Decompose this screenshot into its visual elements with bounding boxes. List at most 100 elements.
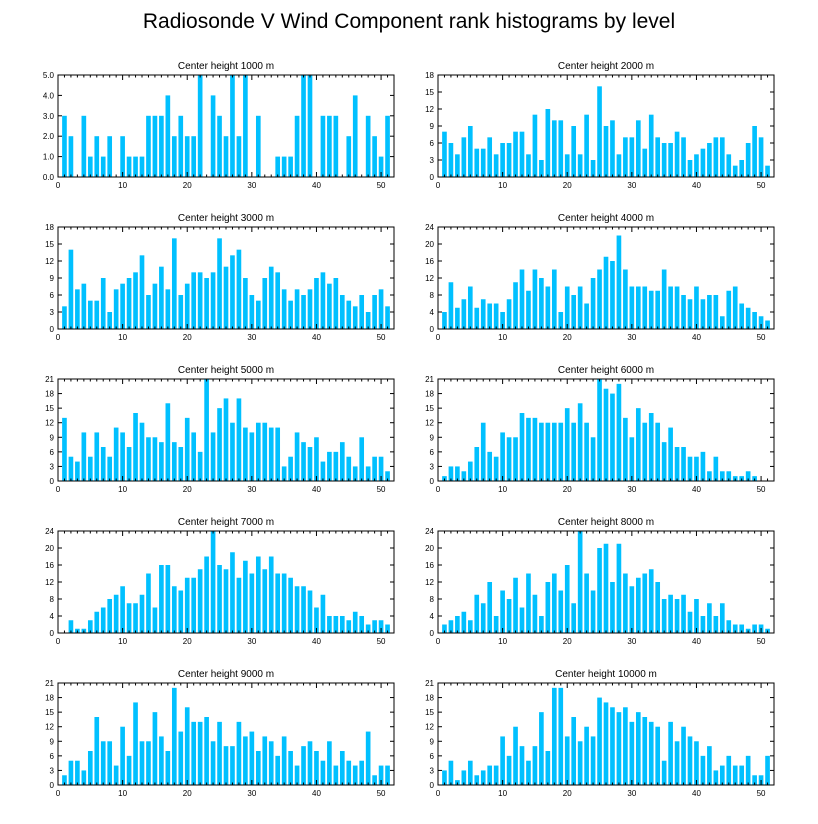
histogram-bar — [68, 620, 74, 633]
histogram-bar — [506, 299, 512, 329]
histogram-bar — [551, 269, 557, 329]
histogram-bar — [519, 413, 525, 481]
histogram-bar — [262, 569, 268, 633]
histogram-bar — [713, 456, 719, 481]
histogram-bar — [616, 712, 622, 785]
histogram-bar — [661, 442, 667, 481]
histogram-bar — [359, 616, 365, 633]
y-tick-label: 12 — [425, 723, 434, 732]
histogram-bar — [113, 765, 119, 785]
histogram-bar — [301, 295, 306, 329]
panel-title: Center height 5000 m — [178, 365, 274, 376]
x-tick-label: 40 — [692, 485, 701, 494]
histogram-bar — [230, 422, 235, 481]
histogram-bar — [87, 456, 93, 481]
histogram-bar — [288, 156, 293, 177]
histogram-bar — [655, 726, 661, 785]
histogram-bar — [171, 442, 177, 481]
histogram-bar — [113, 289, 119, 329]
histogram-bar — [687, 160, 693, 177]
histogram-bar — [661, 599, 667, 633]
histogram-bar — [94, 611, 100, 633]
histogram-bar — [314, 751, 319, 785]
histogram-bar — [500, 143, 505, 177]
histogram-bar — [139, 255, 145, 329]
panel-title: Center height 2000 m — [558, 61, 654, 72]
histogram-bar — [629, 437, 635, 481]
histogram-bar — [765, 755, 770, 785]
histogram-bar — [159, 442, 164, 481]
histogram-bar — [223, 266, 229, 329]
histogram-bar — [197, 451, 203, 481]
histogram-bar — [385, 115, 390, 177]
histogram-bar — [694, 599, 699, 633]
y-tick-label: 3 — [430, 462, 435, 471]
histogram-bar — [197, 75, 203, 177]
x-tick-label: 20 — [563, 181, 572, 190]
histogram-bar — [255, 300, 261, 329]
histogram-bar — [126, 156, 132, 177]
x-tick-label: 50 — [377, 333, 386, 342]
histogram-bar — [474, 447, 480, 481]
histogram-bar — [365, 466, 371, 481]
histogram-bar — [616, 235, 622, 329]
histogram-bar — [642, 717, 648, 785]
x-tick-label: 50 — [377, 181, 386, 190]
histogram-bar — [120, 283, 125, 329]
histogram-bar — [616, 154, 622, 177]
histogram-bar — [372, 456, 377, 481]
histogram-bar — [719, 316, 725, 329]
histogram-bar — [758, 137, 764, 177]
histogram-bar — [707, 471, 712, 481]
histogram-bar — [467, 461, 473, 481]
x-tick-label: 20 — [183, 333, 192, 342]
histogram-bar — [745, 471, 751, 481]
y-tick-label: 18 — [45, 223, 54, 232]
y-tick-label: 18 — [45, 694, 54, 703]
histogram-bar — [301, 75, 306, 177]
histogram-bar — [610, 582, 615, 633]
histogram-bar — [249, 432, 255, 481]
histogram-bar — [487, 303, 493, 329]
histogram-bar — [204, 556, 209, 633]
histogram-bar — [107, 599, 113, 633]
histogram-bar — [236, 249, 242, 329]
histogram-bar — [461, 770, 467, 785]
histogram-bar — [236, 136, 242, 177]
histogram-bar — [526, 290, 531, 329]
y-tick-label: 12 — [45, 723, 54, 732]
histogram-bar — [545, 582, 551, 633]
histogram-bar — [365, 115, 371, 177]
histogram-bar — [713, 137, 719, 177]
histogram-bar — [230, 75, 235, 177]
histogram-bar — [223, 136, 229, 177]
histogram-bar — [642, 286, 648, 329]
histogram-bar — [532, 114, 538, 177]
histogram-bar — [474, 148, 480, 177]
x-tick-label: 0 — [56, 333, 61, 342]
histogram-panel: Center height 9000 m 0 3 6 9 12 15 18 21 0 10 20 30 4… — [45, 669, 395, 798]
histogram-bar — [564, 736, 570, 785]
histogram-bar — [635, 408, 641, 481]
y-tick-label: 9 — [430, 737, 435, 746]
histogram-bar — [346, 136, 352, 177]
histogram-bar — [294, 586, 300, 633]
histogram-bar — [590, 736, 596, 785]
histogram-bar — [210, 272, 216, 329]
histogram-bar — [146, 741, 151, 785]
histogram-panel: Center height 3000 m 0 3 6 9 12 15 18 0 10 20 30 40 5… — [45, 213, 395, 342]
histogram-bar — [739, 765, 745, 785]
x-tick-label: 40 — [312, 485, 321, 494]
histogram-bar — [365, 624, 371, 633]
histogram-bar — [339, 751, 345, 785]
histogram-bar — [262, 278, 268, 329]
histogram-bar — [152, 607, 158, 633]
histogram-bar — [307, 447, 313, 481]
histogram-bar — [681, 137, 686, 177]
histogram-bar — [126, 447, 132, 481]
histogram-bar — [327, 115, 332, 177]
y-tick-label: 15 — [45, 404, 54, 413]
histogram-bar — [288, 751, 293, 785]
histogram-bar — [165, 751, 171, 785]
histogram-bar — [694, 154, 699, 177]
